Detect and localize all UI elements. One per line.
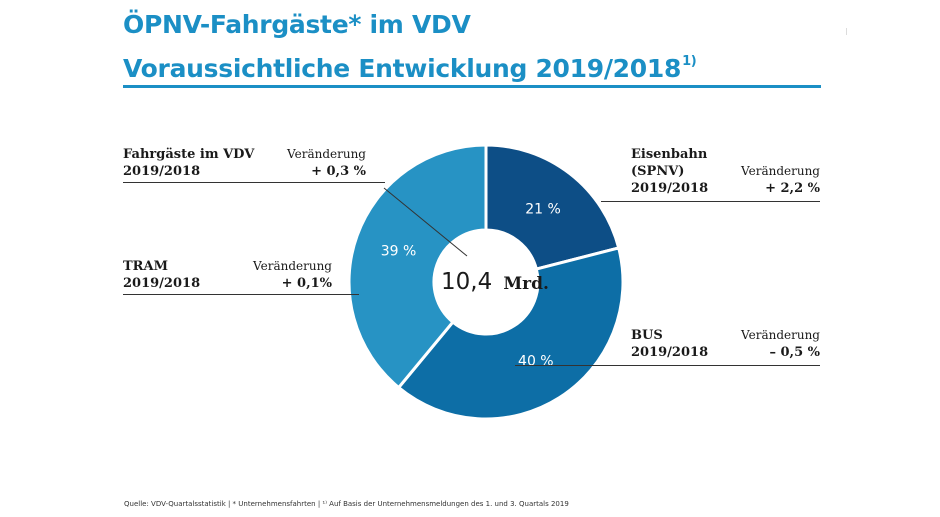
center-total-value: 10,4 — [441, 269, 492, 295]
bus-change-caption: Veränderung — [741, 328, 820, 342]
chart-title: ÖPNV-Fahrgäste* im VDV Voraussichtliche … — [123, 6, 697, 87]
bus-label-line-2: 2019/2018 — [631, 345, 709, 360]
bus-label: BUS 2019/2018 — [631, 327, 708, 361]
donut-percent-label: 39 % — [381, 243, 417, 259]
donut-percent-label: 21 % — [525, 202, 561, 218]
title-line-2: Voraussichtliche Entwicklung 2019/2018 — [123, 54, 682, 83]
eisenbahn-change: Veränderung + 2,2 % — [741, 163, 820, 197]
source-note: Quelle: VDV-Quartalsstatistik | * Untern… — [124, 500, 569, 508]
donut-percent-label: 40 % — [518, 354, 554, 370]
title-line-1: ÖPNV-Fahrgäste* im VDV — [123, 10, 471, 39]
eisenbahn-label-line-2: (SPNV) — [631, 164, 685, 179]
total-change-value: + 0,3 % — [311, 164, 366, 179]
center-total-unit: Mrd. — [503, 274, 549, 294]
tram-label-line-1: TRAM — [123, 259, 168, 274]
bus-change: Veränderung – 0,5 % — [741, 327, 820, 361]
eisenbahn-change-value: + 2,2 % — [765, 181, 820, 196]
total-label: Fahrgäste im VDV 2019/2018 — [123, 146, 254, 180]
title-footnote-marker: 1) — [682, 54, 697, 69]
total-change-caption: Veränderung — [287, 147, 366, 161]
bus-label-line-1: BUS — [631, 328, 663, 343]
tram-label: TRAM 2019/2018 — [123, 258, 200, 292]
donut-slices — [347, 143, 625, 421]
title-rule — [123, 85, 821, 88]
tram-change-caption: Veränderung — [253, 259, 332, 273]
center-value: 10,4 Mrd. — [441, 269, 549, 295]
tram-change: Veränderung + 0,1% — [253, 258, 332, 292]
eisenbahn-label-line-3: 2019/2018 — [631, 181, 709, 196]
tram-leader-rule — [123, 294, 359, 295]
eisenbahn-leader-rule — [601, 201, 820, 202]
total-leader-rule — [123, 182, 385, 183]
tram-label-line-2: 2019/2018 — [123, 276, 201, 291]
edge-mark — [846, 28, 847, 35]
total-label-line-1: Fahrgäste im VDV — [123, 147, 255, 162]
bus-change-value: – 0,5 % — [769, 345, 820, 360]
eisenbahn-label: Eisenbahn (SPNV) 2019/2018 — [631, 146, 708, 197]
donut-hole — [434, 230, 538, 334]
total-label-line-2: 2019/2018 — [123, 164, 201, 179]
total-change: Veränderung + 0,3 % — [287, 146, 366, 180]
eisenbahn-change-caption: Veränderung — [741, 164, 820, 178]
eisenbahn-label-line-1: Eisenbahn — [631, 147, 708, 162]
total-leader-line — [383, 187, 468, 257]
tram-change-value: + 0,1% — [281, 276, 332, 291]
bus-leader-rule — [515, 365, 820, 366]
